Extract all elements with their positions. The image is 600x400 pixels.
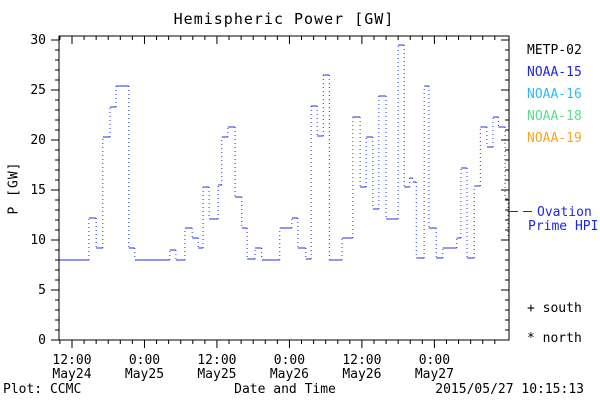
x-tick-label: 12:00 May26 xyxy=(330,354,394,382)
plot-credit: Plot: CCMC xyxy=(3,382,82,397)
x-tick-label: 12:00 May24 xyxy=(40,354,104,382)
x-tick-date: May24 xyxy=(52,367,92,382)
x-tick-label: 12:00 May25 xyxy=(185,354,249,382)
ovation-label-line1: Ovation xyxy=(537,205,592,220)
y-tick-label: 20 xyxy=(30,133,46,148)
y-tick-label: 5 xyxy=(38,283,46,298)
x-tick-date: May25 xyxy=(197,367,237,382)
x-tick-date: May26 xyxy=(342,367,382,382)
ovation-prime-hpi-legend: Ovation Prime HPI xyxy=(509,206,600,234)
x-tick-time: 12:00 xyxy=(197,353,237,368)
plot-timestamp: 2015/05/27 10:15:13 xyxy=(435,382,584,397)
dashed-line-icon xyxy=(523,211,532,212)
x-tick-time: 0:00 xyxy=(273,353,306,368)
dashed-line-icon xyxy=(509,211,518,212)
x-tick-label: 0:00 May25 xyxy=(112,354,176,382)
x-tick-date: May25 xyxy=(124,367,165,382)
x-tick-time: 12:00 xyxy=(342,353,382,368)
legend-item-noaa-18: NOAA-18 xyxy=(527,109,582,124)
south-marker-key: + south xyxy=(527,301,582,316)
legend-item-noaa-15: NOAA-15 xyxy=(527,65,582,80)
x-tick-label: 0:00 May26 xyxy=(257,354,321,382)
x-tick-date: May27 xyxy=(414,367,454,382)
y-tick-label: 0 xyxy=(38,333,46,348)
x-tick-time: 0:00 xyxy=(418,353,451,368)
x-axis-title: Date and Time xyxy=(234,382,336,397)
legend-item-noaa-19: NOAA-19 xyxy=(527,131,582,146)
chart-title: Hemispheric Power [GW] xyxy=(173,10,395,28)
ovation-label-line2: Prime HPI xyxy=(528,219,599,234)
x-tick-date: May26 xyxy=(269,367,309,382)
legend-line-sample: Ovation xyxy=(509,206,600,220)
y-tick-label: 25 xyxy=(30,83,46,98)
legend-item-metp-02: METP-02 xyxy=(527,43,582,58)
north-marker-key: * north xyxy=(527,331,582,346)
y-tick-label: 10 xyxy=(30,233,46,248)
x-tick-time: 0:00 xyxy=(128,353,161,368)
x-tick-time: 12:00 xyxy=(52,353,92,368)
y-tick-label: 15 xyxy=(30,183,46,198)
x-tick-label: 0:00 May27 xyxy=(402,354,466,382)
plot-frame xyxy=(58,35,510,341)
legend-item-noaa-16: NOAA-16 xyxy=(527,87,582,102)
y-tick-label: 30 xyxy=(30,33,46,48)
